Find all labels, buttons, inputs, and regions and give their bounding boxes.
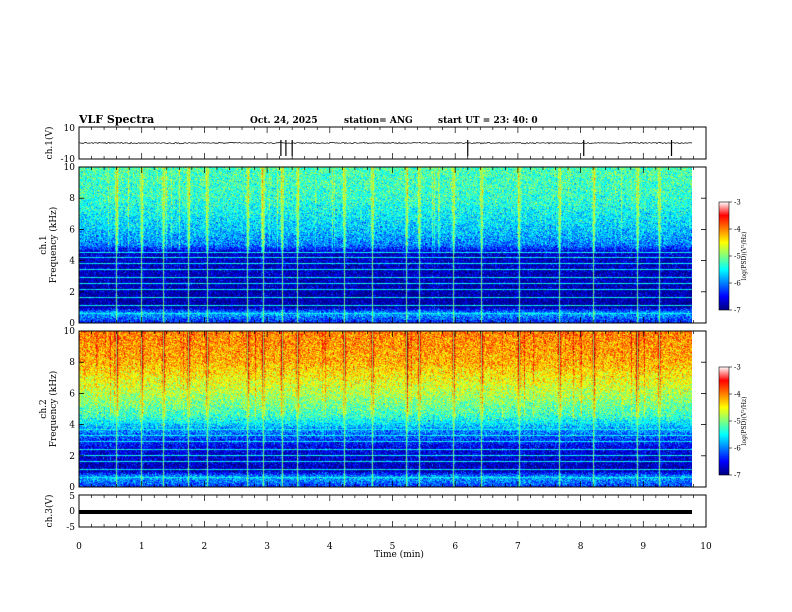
ch1-xticks [78, 127, 707, 159]
ch1-colorbar-ticklabel-4: -7 [734, 307, 741, 315]
ch2-colorbar [718, 366, 730, 476]
time-axis-tick-labels: 0 1 2 3 4 5 6 7 8 9 10 [76, 542, 712, 552]
ch1-colorbar-ticks: -3 -4 -5 -6 -7 [729, 199, 741, 315]
ch1-freq-ytick-0: 0 [69, 319, 75, 329]
ch2-colorbar-ticklabel-3: -6 [734, 445, 741, 453]
ch2-spec-xticks [78, 331, 707, 487]
time-tick-label-5: 5 [390, 542, 396, 552]
ch1-freq-ytick-5: 10 [64, 163, 76, 173]
ch3-ytick-top: 5 [69, 492, 75, 502]
ch1-spectrogram-image [79, 167, 692, 323]
ch2-freq-ytick-0: 0 [69, 483, 75, 493]
ch3-ytick-bottom: -5 [66, 523, 75, 533]
ch1-freq-ytick-4: 8 [69, 194, 75, 204]
ch1-ytick-top: 10 [64, 124, 76, 134]
time-tick-label-3: 3 [264, 542, 270, 552]
time-axis-label: Time (min) [374, 549, 424, 560]
station-label: station= ANG [344, 116, 413, 126]
date-label: Oct. 24, 2025 [250, 116, 318, 126]
ch2-freq-ytick-5: 10 [64, 327, 76, 337]
ch3-ytick-mid: 0 [69, 507, 75, 517]
ch1-ytick-bottom: -10 [61, 155, 76, 165]
ch2-spec-ylabel: ch.2 [39, 399, 49, 418]
time-tick-label-10: 10 [700, 542, 712, 552]
ch2-colorbar-ticks: -3 -4 -5 -6 -7 [729, 364, 741, 480]
ch2-colorbar-ticklabel-1: -4 [734, 391, 741, 399]
ch3-ylabel: ch.3(V) [44, 495, 55, 528]
ch2-freq-ytick-2: 4 [69, 421, 75, 431]
time-tick-label-7: 7 [515, 542, 521, 552]
ch1-colorbar-label: log(PSD)(V²/Hz) [741, 232, 748, 281]
ch3-xticks [78, 495, 707, 527]
time-tick-label-9: 9 [640, 542, 646, 552]
ch1-freq-ytick-2: 4 [69, 257, 75, 267]
ch1-colorbar-ticklabel-1: -4 [734, 226, 741, 234]
ch2-freq-ytick-3: 6 [69, 389, 75, 399]
ch1-spec-ylabel: ch.1 [39, 235, 49, 254]
ch1-spikes [280, 140, 673, 156]
ch1-spec-xticks [78, 167, 707, 323]
time-tick-label-1: 1 [139, 542, 145, 552]
ch2-colorbar-ticklabel-0: -3 [734, 364, 741, 372]
ch2-freq-ytick-1: 2 [69, 452, 75, 462]
ch1-colorbar [718, 201, 730, 311]
ch1-colorbar-ticklabel-3: -6 [734, 280, 741, 288]
ch1-freq-ticks: 0 2 4 6 8 10 [64, 163, 706, 329]
time-tick-label-6: 6 [452, 542, 458, 552]
ch2-spectrogram-image [79, 331, 692, 487]
ch2-freq-ytick-4: 8 [69, 358, 75, 368]
start-time-label: start UT = 23: 40: 0 [438, 116, 538, 126]
time-tick-label-4: 4 [327, 542, 333, 552]
ch1-waveform-panel: 10 -10 ch.1(V) [44, 124, 707, 165]
ch1-colorbar-ticklabel-0: -3 [734, 199, 741, 207]
ch1-colorbar-ticklabel-2: -5 [734, 253, 741, 261]
ch1-waveform-line [79, 141, 693, 145]
ch2-colorbar-ticklabel-2: -5 [734, 418, 741, 426]
time-tick-label-2: 2 [202, 542, 208, 552]
figure-title: VLF Spectra [78, 113, 154, 126]
ch1-freq-ytick-1: 2 [69, 288, 75, 298]
ch2-freq-ticks: 0 2 4 6 8 10 [64, 327, 706, 493]
time-tick-label-0: 0 [76, 542, 82, 552]
ch2-colorbar-ticklabel-4: -7 [734, 472, 741, 480]
ch1-ylabel: ch.1(V) [44, 127, 55, 160]
ch1-freq-ylabel: Frequency (kHz) [48, 207, 59, 284]
ch3-waveform-panel: 5 0 -5 ch.3(V) [44, 492, 707, 533]
ch2-colorbar-label: log(PSD)(V²/Hz) [741, 397, 748, 446]
ch2-freq-ylabel: Frequency (kHz) [48, 371, 59, 448]
time-tick-label-8: 8 [578, 542, 584, 552]
ch1-freq-ytick-3: 6 [69, 225, 75, 235]
